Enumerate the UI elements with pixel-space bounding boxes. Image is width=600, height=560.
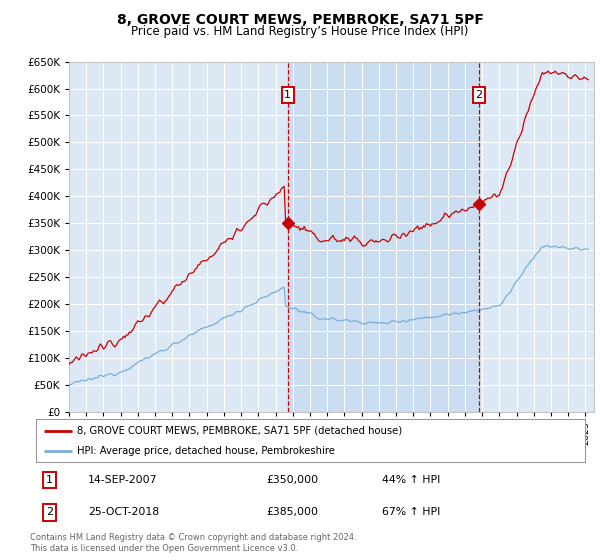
Text: Contains HM Land Registry data © Crown copyright and database right 2024.: Contains HM Land Registry data © Crown c… <box>30 533 356 542</box>
Text: 14-SEP-2007: 14-SEP-2007 <box>88 475 158 485</box>
Text: 25-OCT-2018: 25-OCT-2018 <box>88 507 159 517</box>
Text: £385,000: £385,000 <box>266 507 319 517</box>
Text: This data is licensed under the Open Government Licence v3.0.: This data is licensed under the Open Gov… <box>30 544 298 553</box>
Text: Price paid vs. HM Land Registry’s House Price Index (HPI): Price paid vs. HM Land Registry’s House … <box>131 25 469 38</box>
Text: 1: 1 <box>284 90 291 100</box>
Text: 8, GROVE COURT MEWS, PEMBROKE, SA71 5PF: 8, GROVE COURT MEWS, PEMBROKE, SA71 5PF <box>116 13 484 27</box>
Text: 8, GROVE COURT MEWS, PEMBROKE, SA71 5PF (detached house): 8, GROVE COURT MEWS, PEMBROKE, SA71 5PF … <box>77 426 403 436</box>
Text: HPI: Average price, detached house, Pembrokeshire: HPI: Average price, detached house, Pemb… <box>77 446 335 456</box>
Text: 2: 2 <box>475 90 482 100</box>
Text: 2: 2 <box>46 507 53 517</box>
Text: £350,000: £350,000 <box>266 475 319 485</box>
Text: 44% ↑ HPI: 44% ↑ HPI <box>382 475 440 485</box>
Text: 67% ↑ HPI: 67% ↑ HPI <box>382 507 440 517</box>
Text: 1: 1 <box>46 475 53 485</box>
Bar <box>288 62 479 412</box>
